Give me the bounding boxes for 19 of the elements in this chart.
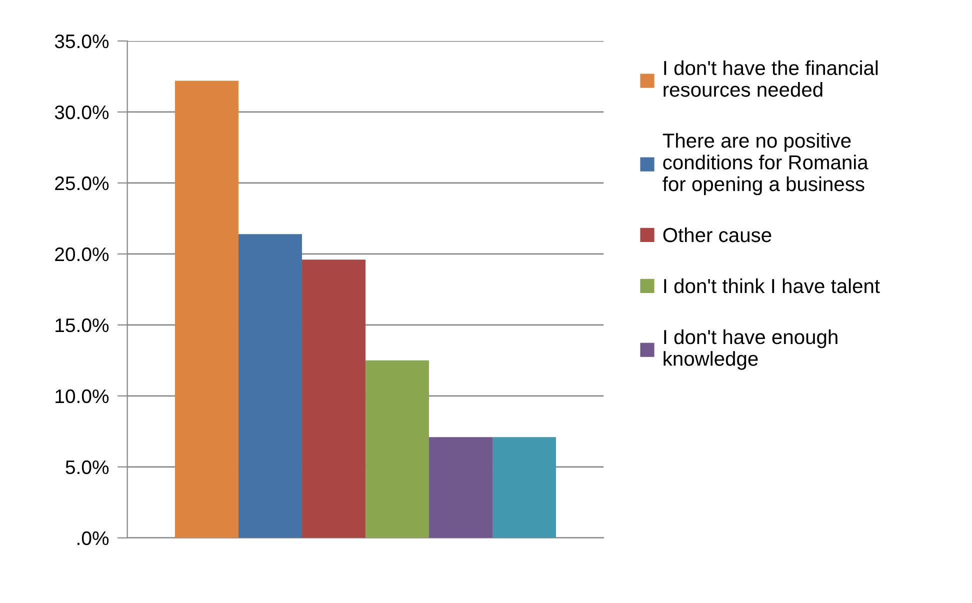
bar <box>428 437 492 538</box>
bar <box>302 260 366 538</box>
y-tick-label: 35.0% <box>54 34 109 48</box>
y-tick-label: 10.0% <box>56 389 109 404</box>
y-tick-label: 5.0% <box>66 460 109 474</box>
legend-label: I don't think I have talent <box>664 278 880 294</box>
bar <box>365 360 429 538</box>
bar <box>238 234 302 538</box>
y-tick-label: 15.0% <box>56 318 109 332</box>
bar <box>174 80 238 538</box>
y-tick-label: 25.0% <box>55 176 109 190</box>
bar <box>492 437 556 538</box>
legend-label: I don't have the financial resources needed <box>664 60 878 97</box>
legend-label: There are no positive conditions for Romania for opening a business <box>662 133 868 196</box>
y-tick-label: 20.0% <box>55 247 109 262</box>
legend-label: I don't have enough knowledge <box>664 329 838 370</box>
y-tick-label: 30.0% <box>54 105 109 120</box>
legend-label: Other cause <box>663 227 772 242</box>
y-tick-label: .0% <box>78 531 109 546</box>
